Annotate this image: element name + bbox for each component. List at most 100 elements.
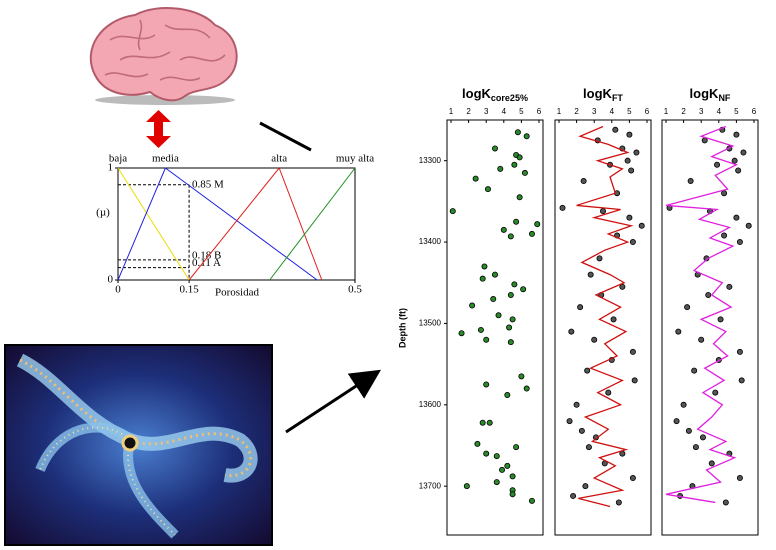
data-point (511, 161, 518, 168)
title-main: logK (462, 86, 491, 101)
data-point (578, 427, 585, 434)
y-tick-label: 0 (108, 274, 114, 286)
x-tick-label: 5 (734, 107, 739, 116)
x-axis-label: Porosidad (215, 287, 260, 299)
x-tick-label: 1 (557, 107, 562, 116)
panel-title: logKFT (583, 86, 623, 103)
membership-name: alta (271, 153, 287, 165)
title-subscript: FT (612, 93, 623, 103)
data-point (516, 154, 523, 161)
x-tick-label: 3 (592, 107, 597, 116)
fractal-image (4, 344, 273, 546)
data-point (745, 222, 752, 229)
data-point (493, 453, 500, 460)
data-point (673, 418, 680, 425)
data-point (477, 326, 484, 333)
panel-frame (446, 119, 544, 536)
data-point (736, 475, 743, 482)
membership-line (117, 167, 318, 281)
data-point (513, 444, 520, 451)
data-point (731, 157, 738, 164)
data-point (633, 149, 640, 156)
x-tick-label: 0 (115, 284, 121, 296)
x-tick-label: 2 (681, 107, 686, 116)
data-point (573, 401, 580, 408)
membership-name: muy alta (336, 153, 374, 165)
reference-label: 0.18 B (192, 249, 221, 261)
x-tick-label: 1 (449, 107, 454, 116)
data-point (736, 348, 743, 355)
x-tick-label: 0.5 (348, 284, 362, 296)
data-point (605, 389, 612, 396)
y-tick-label: 1 (108, 162, 114, 174)
data-point (484, 186, 491, 193)
panel-frame (554, 119, 652, 536)
title-main: logK (583, 86, 612, 101)
data-point (738, 377, 745, 384)
data-point (491, 271, 498, 278)
data-point (624, 157, 631, 164)
log-panel: logKFT 1 2 3 4 5 6 (554, 86, 652, 536)
x-tick-label: 4 (502, 107, 507, 116)
data-point (507, 339, 514, 346)
data-point (483, 336, 490, 343)
data-point (495, 312, 502, 319)
membership-name: media (152, 153, 179, 165)
data-point (504, 462, 511, 469)
data-point (499, 466, 506, 473)
brain-image (89, 7, 238, 105)
data-point (626, 131, 633, 138)
data-point (523, 385, 530, 392)
panel-frame (661, 119, 759, 536)
membership-line (188, 167, 323, 281)
data-point (721, 190, 728, 197)
data-point (629, 475, 636, 482)
double-arrow (146, 110, 171, 148)
y-axis-label: (µ) (96, 207, 110, 219)
x-tick-label: 6 (537, 107, 542, 116)
arrow (285, 369, 382, 434)
data-point (474, 440, 481, 447)
data-point (479, 419, 486, 426)
data-point (458, 330, 465, 337)
data-point (722, 499, 729, 506)
data-point (500, 226, 507, 233)
data-point (509, 491, 516, 498)
reference-label: 0.11 A (192, 257, 221, 269)
data-point (615, 499, 622, 506)
data-point (721, 232, 728, 239)
connector-line (259, 121, 312, 152)
data-point (638, 222, 645, 229)
data-point (692, 444, 699, 451)
data-point (523, 133, 530, 140)
data-point (612, 126, 619, 133)
log-panel: logKcore25% 1 2 3 4 5 6 13300 13400 13500 13600 137… (397, 86, 544, 536)
data-point (580, 178, 587, 185)
data-point (518, 373, 525, 380)
data-point (463, 483, 470, 490)
data-point (481, 263, 488, 270)
x-tick-label: 0.15 (179, 284, 199, 296)
x-tick-label: 2 (466, 107, 471, 116)
y-tick-label: 13700 (419, 481, 442, 490)
data-point (629, 348, 636, 355)
data-point (736, 239, 743, 246)
data-point (511, 281, 518, 288)
data-point (566, 418, 573, 425)
data-point (587, 271, 594, 278)
data-point (735, 167, 742, 174)
data-point (513, 218, 520, 225)
data-point (507, 291, 514, 298)
data-point (568, 328, 575, 335)
membership-name: baja (109, 153, 127, 165)
y-axis-label: Depth (ft) (397, 308, 407, 348)
data-point (585, 444, 592, 451)
data-point (698, 336, 705, 343)
data-point (708, 460, 715, 467)
title-main: logK (690, 86, 719, 101)
data-point (514, 129, 521, 136)
data-point (680, 401, 687, 408)
x-tick-label: 2 (574, 107, 579, 116)
x-tick-label: 6 (645, 107, 650, 116)
y-tick-label: 13400 (419, 237, 442, 246)
